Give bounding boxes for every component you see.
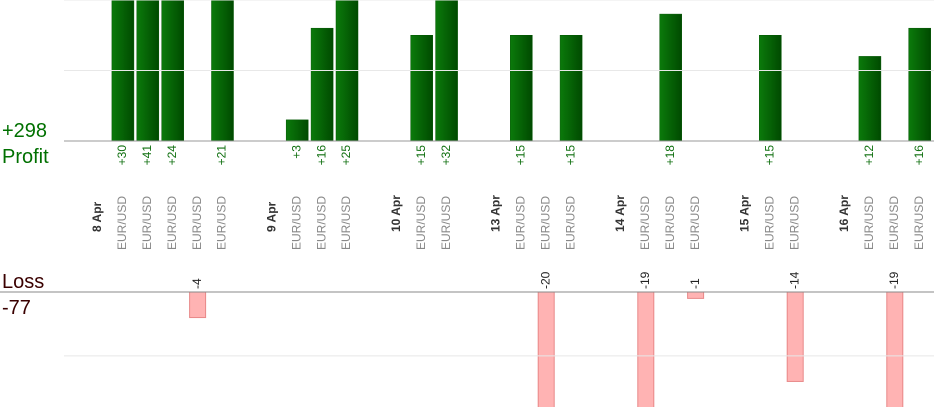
profit-value-label: +16	[314, 145, 328, 166]
profit-bar	[285, 119, 309, 141]
symbol-label: EUR/USD	[513, 196, 527, 250]
profit-value-label: +3	[289, 145, 303, 159]
loss-value-label: -19	[638, 271, 652, 289]
loss-label: Loss	[2, 271, 44, 293]
profit-value-label: +18	[663, 145, 677, 166]
profit-value-label: +15	[563, 145, 577, 166]
profit-bar	[908, 27, 931, 141]
date-label: 8 Apr	[90, 201, 104, 232]
date-label: 15 Apr	[738, 195, 752, 232]
loss-value-label: -20	[538, 271, 552, 289]
date-label: 14 Apr	[613, 195, 627, 232]
symbol-label: EUR/USD	[762, 196, 776, 250]
symbol-label: EUR/USD	[787, 196, 801, 250]
date-label: 16 Apr	[837, 195, 851, 232]
profit-value-label: +30	[115, 145, 129, 166]
symbol-label: EUR/USD	[314, 196, 328, 250]
profit-total: +298	[2, 120, 47, 142]
loss-value-label: -1	[688, 278, 702, 289]
symbol-label: EUR/USD	[339, 196, 353, 250]
loss-value-label: -4	[190, 278, 204, 289]
symbol-label: EUR/USD	[165, 196, 179, 250]
loss-bar	[687, 292, 705, 299]
profit-value-label: +24	[165, 145, 179, 166]
profit-value-label: +15	[414, 145, 428, 166]
loss-bar	[886, 292, 904, 407]
loss-value-label: -19	[887, 271, 901, 289]
date-label: 13 Apr	[489, 195, 503, 232]
symbol-label: EUR/USD	[887, 196, 901, 250]
date-label: 10 Apr	[389, 195, 403, 232]
loss-bar	[786, 292, 804, 382]
symbol-label: EUR/USD	[862, 196, 876, 250]
symbol-label: EUR/USD	[563, 196, 577, 250]
profit-label: Profit	[2, 146, 49, 168]
loss-bar	[637, 292, 655, 407]
profit-bar	[559, 35, 583, 141]
symbol-label: EUR/USD	[215, 196, 229, 250]
profit-value-label: +41	[140, 145, 154, 166]
symbol-label: EUR/USD	[912, 196, 926, 250]
profit-value-label: +16	[912, 145, 926, 166]
profit-bar	[659, 13, 682, 141]
profit-bar	[510, 35, 533, 141]
symbol-label: EUR/USD	[538, 196, 552, 250]
profit-value-label: +15	[513, 145, 527, 166]
date-label: 9 Apr	[264, 201, 278, 232]
profit-value-label: +25	[339, 145, 353, 166]
profit-bar	[410, 35, 433, 141]
symbol-label: EUR/USD	[414, 196, 428, 250]
profit-value-label: +15	[762, 145, 776, 166]
profit-bar	[759, 35, 782, 141]
symbol-label: EUR/USD	[190, 196, 204, 250]
symbol-label: EUR/USD	[439, 196, 453, 250]
loss-total: -77	[2, 297, 31, 319]
symbol-label: EUR/USD	[638, 196, 652, 250]
profit-value-label: +21	[215, 145, 229, 166]
loss-bar	[189, 292, 207, 319]
profit-bar	[858, 56, 882, 141]
symbol-label: EUR/USD	[289, 196, 303, 250]
loss-value-label: -14	[787, 271, 801, 289]
symbol-label: EUR/USD	[115, 196, 129, 250]
symbol-label: EUR/USD	[140, 196, 154, 250]
symbol-label: EUR/USD	[688, 196, 702, 250]
symbol-label: EUR/USD	[663, 196, 677, 250]
profit-value-label: +32	[439, 145, 453, 166]
profit-value-label: +12	[862, 145, 876, 166]
profit-bar	[310, 27, 334, 141]
